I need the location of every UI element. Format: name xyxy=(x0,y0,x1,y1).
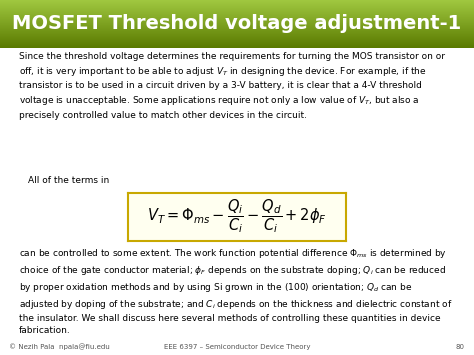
Text: can be controlled to some extent. The work function potential difference $\Phi_{: can be controlled to some extent. The wo… xyxy=(18,247,452,335)
Text: All of the terms in: All of the terms in xyxy=(27,176,109,185)
Text: MOSFET Threshold voltage adjustment-1: MOSFET Threshold voltage adjustment-1 xyxy=(12,13,462,33)
Text: Since the threshold voltage determines the requirements for turning the MOS tran: Since the threshold voltage determines t… xyxy=(18,52,445,120)
Text: © Nezih Pala  npala@fiu.edu: © Nezih Pala npala@fiu.edu xyxy=(9,344,110,350)
Text: $V_T = \Phi_{ms} - \dfrac{Q_i}{C_i} - \dfrac{Q_d}{C_i} + 2\phi_F$: $V_T = \Phi_{ms} - \dfrac{Q_i}{C_i} - \d… xyxy=(147,197,327,235)
Text: 80: 80 xyxy=(456,344,465,350)
Text: EEE 6397 – Semiconductor Device Theory: EEE 6397 – Semiconductor Device Theory xyxy=(164,344,310,350)
